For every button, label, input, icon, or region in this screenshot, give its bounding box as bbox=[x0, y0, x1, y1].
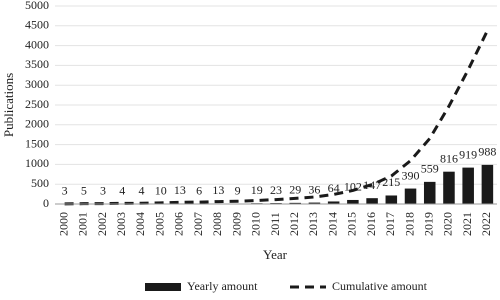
y-tick-label: 5000 bbox=[25, 0, 49, 12]
data-label: 9 bbox=[235, 183, 241, 197]
x-tick-label: 2010 bbox=[249, 212, 263, 236]
data-label: 10 bbox=[155, 183, 167, 197]
x-tick-label: 2013 bbox=[306, 212, 320, 236]
x-tick-label: 2021 bbox=[460, 212, 474, 236]
x-tick-label: 2016 bbox=[364, 212, 378, 236]
x-tick-label: 2001 bbox=[76, 212, 90, 236]
y-tick-label: 4500 bbox=[25, 18, 49, 32]
x-tick-label: 2017 bbox=[383, 212, 397, 236]
x-tick-label: 2009 bbox=[229, 212, 243, 236]
x-tick-label: 2019 bbox=[421, 212, 435, 236]
bar bbox=[443, 171, 455, 204]
x-tick-label: 2004 bbox=[133, 212, 147, 236]
y-tick-label: 1000 bbox=[25, 156, 49, 170]
data-label: 13 bbox=[212, 183, 224, 197]
x-tick-label: 2011 bbox=[268, 212, 282, 236]
y-tick-label: 2000 bbox=[25, 117, 49, 131]
bar bbox=[289, 202, 301, 204]
legend-label: Cumulative amount bbox=[332, 279, 428, 293]
y-tick-label: 4000 bbox=[25, 37, 49, 51]
y-tick-label: 3000 bbox=[25, 77, 49, 91]
data-label: 4 bbox=[138, 184, 144, 198]
y-tick-label: 2500 bbox=[25, 97, 49, 111]
x-tick-label: 2020 bbox=[441, 212, 455, 236]
data-label: 29 bbox=[289, 183, 301, 197]
data-label: 13 bbox=[174, 183, 186, 197]
data-label: 3 bbox=[100, 184, 106, 198]
x-tick-label: 2012 bbox=[287, 212, 301, 236]
data-label: 4 bbox=[119, 184, 125, 198]
bar bbox=[308, 202, 321, 204]
bar bbox=[462, 167, 474, 204]
data-label: 19 bbox=[251, 183, 263, 197]
x-tick-label: 2008 bbox=[210, 212, 224, 236]
y-tick-label: 500 bbox=[31, 176, 49, 190]
data-label: 988 bbox=[478, 145, 496, 159]
bar bbox=[423, 181, 436, 204]
data-label: 919 bbox=[459, 147, 477, 161]
y-tick-label: 3500 bbox=[25, 57, 49, 71]
y-tick-label: 1500 bbox=[25, 136, 49, 150]
line bbox=[64, 30, 489, 206]
data-label: 64 bbox=[328, 181, 340, 195]
x-tick-label: 2014 bbox=[325, 212, 339, 236]
x-tick-label: 2003 bbox=[114, 212, 128, 236]
legend-swatch bbox=[145, 283, 181, 291]
data-label: 390 bbox=[402, 168, 420, 182]
x-tick-label: 2018 bbox=[402, 212, 416, 236]
data-label: 23 bbox=[270, 183, 282, 197]
bar bbox=[327, 201, 340, 204]
x-tick-label: 2000 bbox=[56, 212, 70, 236]
data-label: 36 bbox=[308, 182, 320, 196]
data-label: 816 bbox=[440, 151, 458, 165]
data-label: 215 bbox=[382, 175, 400, 189]
x-tick-label: 2006 bbox=[172, 212, 186, 236]
data-label: 6 bbox=[196, 184, 202, 198]
x-tick-label: 2015 bbox=[345, 212, 359, 236]
bar bbox=[347, 199, 359, 204]
x-axis-label: Year bbox=[263, 247, 288, 262]
bar bbox=[404, 188, 417, 204]
x-tick-label: 2022 bbox=[479, 212, 493, 236]
x-tick-label: 2005 bbox=[152, 212, 166, 236]
y-tick-label: 0 bbox=[43, 196, 49, 210]
y-axis-label: Publications bbox=[1, 73, 16, 137]
x-tick-label: 2002 bbox=[95, 212, 109, 236]
data-label: 3 bbox=[62, 184, 68, 198]
data-label: 559 bbox=[421, 162, 439, 176]
bar bbox=[366, 198, 378, 204]
legend-label: Yearly amount bbox=[187, 279, 258, 293]
bar bbox=[385, 195, 398, 204]
bar bbox=[481, 164, 494, 204]
data-label: 5 bbox=[81, 184, 87, 198]
x-tick-label: 2007 bbox=[191, 212, 205, 236]
